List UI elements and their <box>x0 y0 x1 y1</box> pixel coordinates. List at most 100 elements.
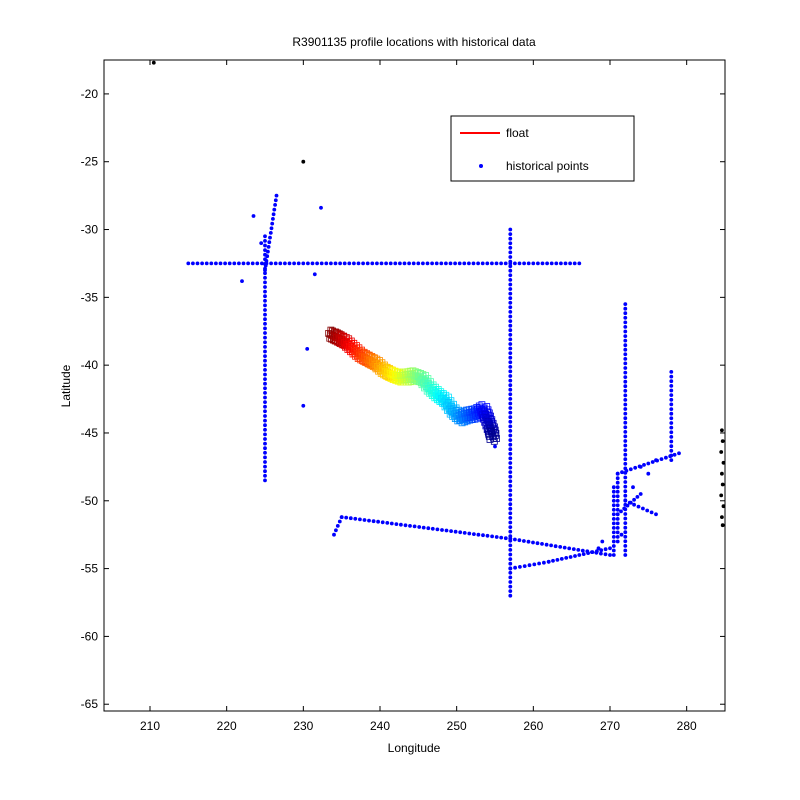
historical-point <box>263 437 267 441</box>
historical-point <box>319 261 324 266</box>
historical-point <box>265 254 270 259</box>
historical-point <box>623 407 628 411</box>
historical-point <box>553 544 558 549</box>
historical-point <box>471 261 476 266</box>
float-profile-marker <box>492 429 500 437</box>
historical-point <box>669 407 674 411</box>
historical-point <box>599 551 603 556</box>
historical-point <box>508 397 513 401</box>
historical-point <box>615 507 620 512</box>
historical-point <box>508 561 513 566</box>
historical-point <box>646 471 651 476</box>
historical-point <box>266 249 270 254</box>
historical-point <box>508 470 513 474</box>
historical-point <box>508 245 513 250</box>
historical-point <box>628 500 633 505</box>
historical-point <box>623 448 628 452</box>
historical-point <box>453 261 457 266</box>
east-edge-point <box>720 428 724 433</box>
historical-point <box>542 560 546 565</box>
historical-point <box>356 261 361 266</box>
historical-point <box>379 261 384 266</box>
historical-point <box>333 261 338 266</box>
legend-float-label: float <box>506 126 529 140</box>
historical-point <box>508 305 513 310</box>
historical-point <box>623 484 628 489</box>
historical-point <box>632 502 636 507</box>
historical-point <box>458 530 463 535</box>
y-tick-label: -65 <box>81 697 99 711</box>
historical-point <box>508 300 513 305</box>
historical-point <box>499 535 504 540</box>
historical-point <box>522 539 526 543</box>
historical-point <box>513 261 517 266</box>
historical-point <box>493 444 497 449</box>
historical-point <box>263 289 267 294</box>
historical-point <box>204 261 209 266</box>
historical-point <box>544 542 549 547</box>
historical-point <box>623 379 628 384</box>
historical-point <box>623 311 628 316</box>
historical-point <box>508 406 513 410</box>
historical-point <box>508 419 513 424</box>
historical-point <box>263 432 267 437</box>
historical-point <box>611 548 616 553</box>
historical-point <box>338 261 342 266</box>
historical-point <box>513 537 517 542</box>
historical-point <box>337 519 342 524</box>
historical-point <box>335 524 340 528</box>
y-tick-label: -20 <box>81 87 99 101</box>
historical-point <box>334 528 338 533</box>
historical-point <box>263 303 267 308</box>
historical-point <box>259 241 264 246</box>
historical-point <box>531 261 536 266</box>
historical-point <box>623 480 628 484</box>
historical-point <box>263 263 268 268</box>
historical-point <box>518 565 522 569</box>
historical-point <box>268 235 272 240</box>
historical-point <box>267 240 272 245</box>
historical-point <box>623 393 628 398</box>
float-profile-marker <box>445 405 453 413</box>
historical-point <box>263 321 267 326</box>
historical-point <box>611 517 616 521</box>
historical-point <box>623 302 628 306</box>
historical-point <box>669 421 674 425</box>
historical-point <box>623 512 628 516</box>
historical-point <box>508 525 513 529</box>
historical-point <box>623 475 628 480</box>
historical-point <box>260 261 264 266</box>
historical-point <box>485 533 490 538</box>
east-edge-point <box>721 504 726 509</box>
historical-point <box>508 310 513 314</box>
historical-point <box>508 433 513 438</box>
historical-point <box>623 357 628 361</box>
historical-point <box>508 575 513 580</box>
historical-point <box>508 392 513 397</box>
historical-point <box>394 522 399 526</box>
historical-point <box>227 261 232 266</box>
historical-point <box>476 261 480 266</box>
historical-point <box>623 498 628 503</box>
historical-point <box>623 489 628 494</box>
historical-point <box>668 454 673 459</box>
historical-point <box>568 555 573 559</box>
historical-point <box>611 485 616 490</box>
historical-point <box>263 280 267 285</box>
historical-point <box>503 536 508 541</box>
historical-point <box>508 296 513 301</box>
historical-point <box>638 492 643 496</box>
historical-point <box>388 261 393 266</box>
y-tick-label: -45 <box>81 426 99 440</box>
east-edge-point <box>720 439 725 443</box>
historical-point <box>545 261 549 266</box>
historical-point <box>508 516 513 520</box>
historical-point <box>508 332 513 337</box>
historical-point <box>508 461 513 465</box>
historical-point <box>263 423 267 428</box>
historical-point <box>263 326 267 331</box>
historical-point <box>508 328 513 333</box>
float-profile-marker <box>487 412 495 420</box>
historical-point <box>508 570 513 575</box>
historical-point <box>623 530 628 535</box>
